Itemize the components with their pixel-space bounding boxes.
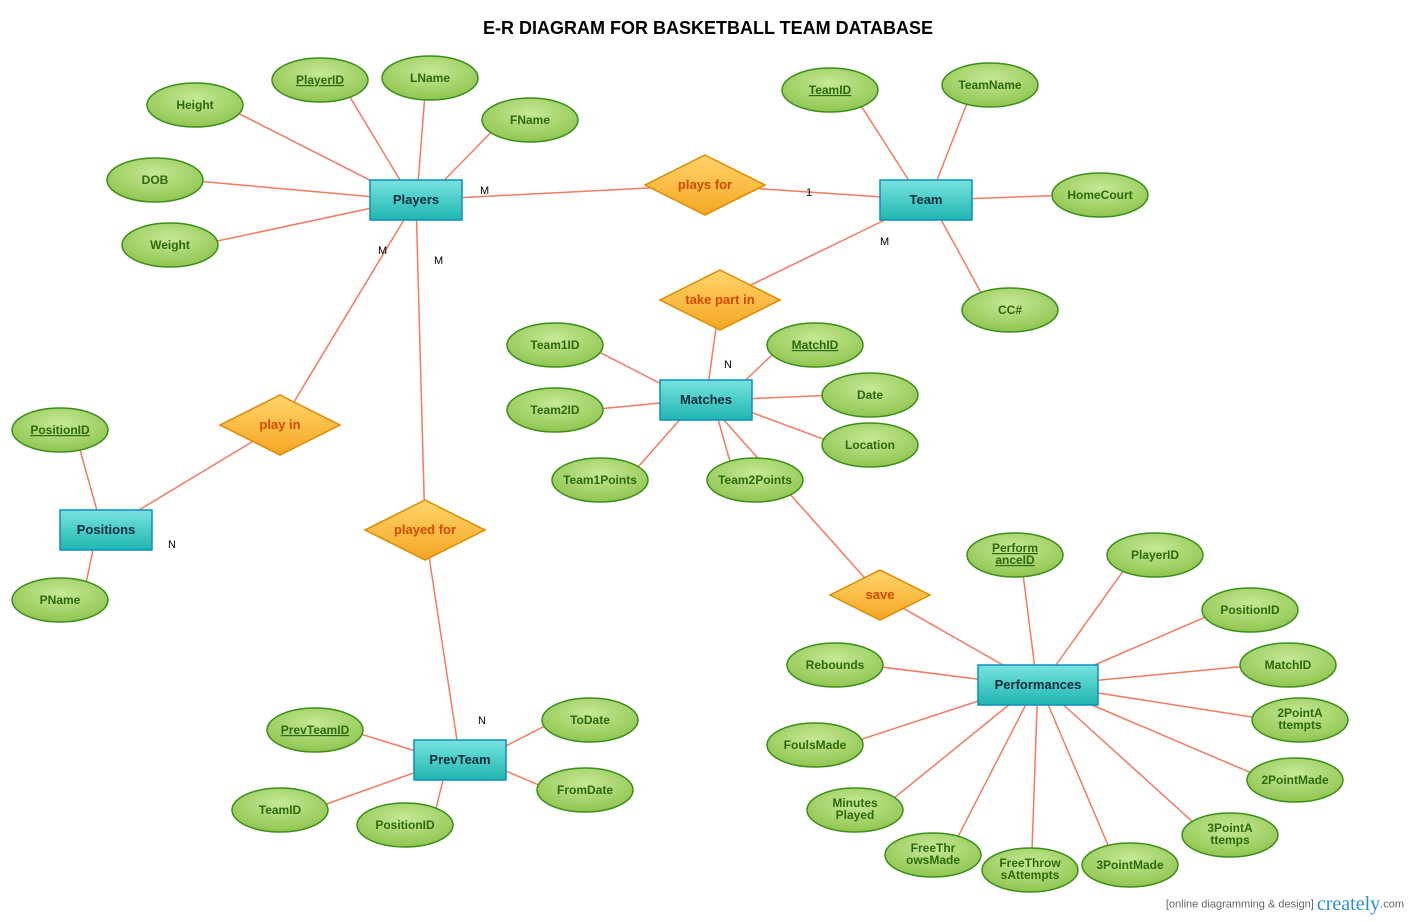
entity-label-prevteam: PrevTeam [429,752,490,767]
attribute-label-height: Height [176,98,213,112]
entity-label-positions: Positions [77,522,136,537]
attribute-label-lname: LName [410,71,450,85]
attribute-label-team2points: Team2Points [718,473,792,487]
footer-com: .com [1380,899,1404,911]
attribute-label-fouls: FoulsMade [784,738,847,752]
attribute-label-rebounds: Rebounds [806,658,865,672]
attribute-label-perfid: PerformanceID [992,541,1038,567]
attribute-label-ptposition: PositionID [375,818,435,832]
relation-label-playsfor: plays for [678,177,732,192]
cardinality: M [880,236,889,248]
footer-tag: [online diagramming & design] [1166,898,1314,910]
attribute-label-cc: CC# [998,303,1022,317]
attribute-label-tpm: 2PointMade [1261,773,1329,787]
cardinality: N [168,539,176,551]
attribute-label-prevteamid: PrevTeamID [281,723,350,737]
attribute-label-positionid: PositionID [30,423,90,437]
attribute-label-playerid: PlayerID [296,73,344,87]
attribute-label-todate: ToDate [570,713,610,727]
attribute-label-ppositionid: PositionID [1220,603,1280,617]
attribute-label-thpa: 3PointAttemps [1207,821,1253,847]
attribute-label-fromdate: FromDate [557,783,613,797]
cardinality: M [378,245,387,257]
attribute-label-pmatchid: MatchID [1265,658,1312,672]
relation-label-playin: play in [259,417,300,432]
entity-label-players: Players [393,192,439,207]
attribute-label-tpa: 2PointAttempts [1277,706,1323,732]
cardinality: N [478,715,486,727]
attribute-label-ptteamid: TeamID [259,803,302,817]
attribute-label-ftm: FreeThrowsMade [906,841,960,867]
entity-label-performances: Performances [995,677,1082,692]
footer: [online diagramming & design] creately.c… [1166,893,1404,916]
attribute-label-dob: DOB [142,173,169,187]
relation-label-takepartin: take part in [685,292,754,307]
attribute-label-thpm: 3PointMade [1096,858,1164,872]
attribute-label-homecourt: HomeCourt [1067,188,1132,202]
cardinality: N [724,359,732,371]
attribute-label-teamid: TeamID [809,83,852,97]
cardinality: M [480,185,489,197]
attribute-label-fname: FName [510,113,550,127]
cardinality: M [434,255,443,267]
attribute-label-matchid: MatchID [792,338,839,352]
relation-label-save: save [866,587,895,602]
attribute-label-pplayerid: PlayerID [1131,548,1179,562]
entity-label-matches: Matches [680,392,732,407]
attribute-label-date: Date [857,388,883,402]
cardinality: 1 [806,187,812,199]
attribute-label-team2id: Team2ID [530,403,579,417]
attribute-label-team1points: Team1Points [563,473,637,487]
footer-brand: creately [1317,893,1380,915]
attribute-label-team1id: Team1ID [530,338,579,352]
attribute-label-teamname: TeamName [958,78,1021,92]
attribute-label-location: Location [845,438,895,452]
attribute-label-minplayed: MinutesPlayed [832,796,878,822]
attribute-label-pname: PName [40,593,81,607]
entity-label-team: Team [910,192,943,207]
relation-label-playedfor: played for [394,522,456,537]
attribute-label-fta: FreeThrowsAttempts [999,856,1061,882]
er-canvas: Height PlayerID LName FName DOB Weight TeamID T… [0,0,1416,922]
attribute-label-weight: Weight [150,238,190,252]
